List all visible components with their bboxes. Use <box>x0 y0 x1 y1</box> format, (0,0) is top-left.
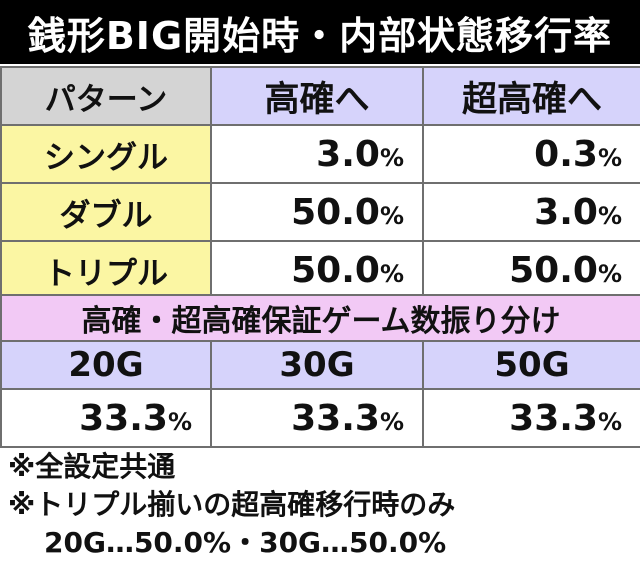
value-cell: 50.0% <box>422 240 640 300</box>
value-cell: 50.0% <box>210 182 424 242</box>
column-header-20g: 20G <box>0 340 212 390</box>
table-row: 33.3% 33.3% 33.3% <box>0 388 640 448</box>
value-number: 33.3 <box>79 397 168 439</box>
page-title: 銭形BIG開始時・内部状態移行率 <box>0 0 640 64</box>
value-cell: 33.3% <box>421 388 640 448</box>
value-number: 50.0 <box>509 249 598 291</box>
value-cell: 33.3% <box>210 388 424 448</box>
table-row: ダブル 50.0% 3.0% <box>0 182 640 242</box>
transition-rate-table: パターン 高確へ 超高確へ シングル 3.0% 0.3% ダブル 50.0% 3… <box>0 66 640 300</box>
value-cell: 50.0% <box>210 240 424 300</box>
column-header-50g: 50G <box>421 340 640 390</box>
value-number: 33.3 <box>509 397 598 439</box>
percent-sign: % <box>379 259 404 288</box>
percent-sign: % <box>379 201 404 230</box>
table-row: シングル 3.0% 0.3% <box>0 124 640 184</box>
row-label-single: シングル <box>0 124 212 184</box>
percent-sign: % <box>379 143 404 172</box>
guaranteed-games-table: 高確・超高確保証ゲーム数振り分け 20G 30G 50G 33.3% 33.3%… <box>0 294 640 448</box>
footnote-breakdown: 20G…50.0%・30G…50.0% <box>44 526 447 559</box>
value-number: 50.0 <box>291 249 380 291</box>
table-header-row: パターン 高確へ 超高確へ <box>0 66 640 126</box>
value-cell: 3.0% <box>422 182 640 242</box>
table-row: トリプル 50.0% 50.0% <box>0 240 640 300</box>
table-header-row: 20G 30G 50G <box>0 340 640 390</box>
row-label-double: ダブル <box>0 182 212 242</box>
percent-sign: % <box>167 407 192 436</box>
pattern-header: パターン <box>0 66 212 126</box>
footnote-all-settings: ※全設定共通 <box>8 450 176 483</box>
value-cell: 33.3% <box>0 388 212 448</box>
footnotes: ※全設定共通 ※トリプル揃いの超高確移行時のみ 20G…50.0%・30G…50… <box>8 448 455 562</box>
percent-sign: % <box>597 143 622 172</box>
value-cell: 3.0% <box>210 124 424 184</box>
percent-sign: % <box>597 407 623 436</box>
row-label-triple: トリプル <box>0 240 212 300</box>
footnote-triple-only: ※トリプル揃いの超高確移行時のみ <box>8 488 456 521</box>
percent-sign: % <box>597 259 622 288</box>
column-header-chokoukaku: 超高確へ <box>422 66 640 126</box>
value-number: 50.0 <box>291 191 380 233</box>
value-number: 3.0 <box>534 191 598 233</box>
section-header-row: 高確・超高確保証ゲーム数振り分け <box>0 294 640 342</box>
percent-sign: % <box>379 407 404 436</box>
column-header-koukaku: 高確へ <box>210 66 424 126</box>
column-header-30g: 30G <box>210 340 424 390</box>
percent-sign: % <box>597 201 622 230</box>
value-number: 3.0 <box>316 133 380 175</box>
section-title: 高確・超高確保証ゲーム数振り分け <box>0 294 640 342</box>
value-number: 0.3 <box>534 133 598 175</box>
value-number: 33.3 <box>291 397 380 439</box>
value-cell: 0.3% <box>422 124 640 184</box>
